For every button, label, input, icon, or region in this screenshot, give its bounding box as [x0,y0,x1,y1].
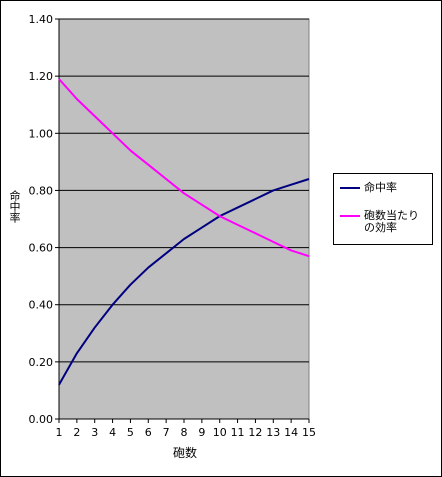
y-tick-label: 0.20 [29,356,54,369]
x-tick-label: 13 [266,426,280,439]
x-tick-label: 7 [163,426,170,439]
x-axis-label: 砲数 [172,446,197,460]
legend-swatch-efficiency [340,215,360,217]
x-tick-label: 4 [109,426,116,439]
legend-item-hit-rate: 命中率 [340,182,428,194]
y-tick-label: 1.00 [29,127,54,140]
x-tick-label: 9 [198,426,205,439]
legend-label-efficiency: 砲数当たりの効率 [364,209,419,234]
legend-label-hit-rate: 命中率 [364,181,397,194]
x-tick-label: 3 [91,426,98,439]
x-tick-label: 1 [56,426,63,439]
y-tick-label: 0.00 [29,413,54,426]
x-tick-label: 10 [213,426,227,439]
x-tick-label: 5 [127,426,134,439]
legend-swatch-hit-rate [340,187,360,189]
x-tick-label: 14 [284,426,298,439]
x-tick-label: 11 [231,426,245,439]
legend: 命中率 砲数当たりの効率 [333,173,433,245]
y-tick-label: 1.20 [29,70,54,83]
y-tick-label: 0.60 [29,242,54,255]
y-tick-label: 0.80 [29,184,54,197]
x-tick-label: 8 [181,426,188,439]
legend-item-efficiency: 砲数当たりの効率 [340,210,428,234]
y-tick-label: 0.40 [29,299,54,312]
series-line-hit-rate [58,178,310,386]
x-tick-label: 6 [145,426,152,439]
y-tick-label: 1.40 [29,13,54,26]
y-axis-label: 命中率 [8,190,21,223]
x-tick-label: 12 [248,426,262,439]
x-tick-label: 15 [302,426,316,439]
plot-background [58,18,310,420]
x-tick-label: 2 [73,426,80,439]
series-line-efficiency [58,78,310,258]
